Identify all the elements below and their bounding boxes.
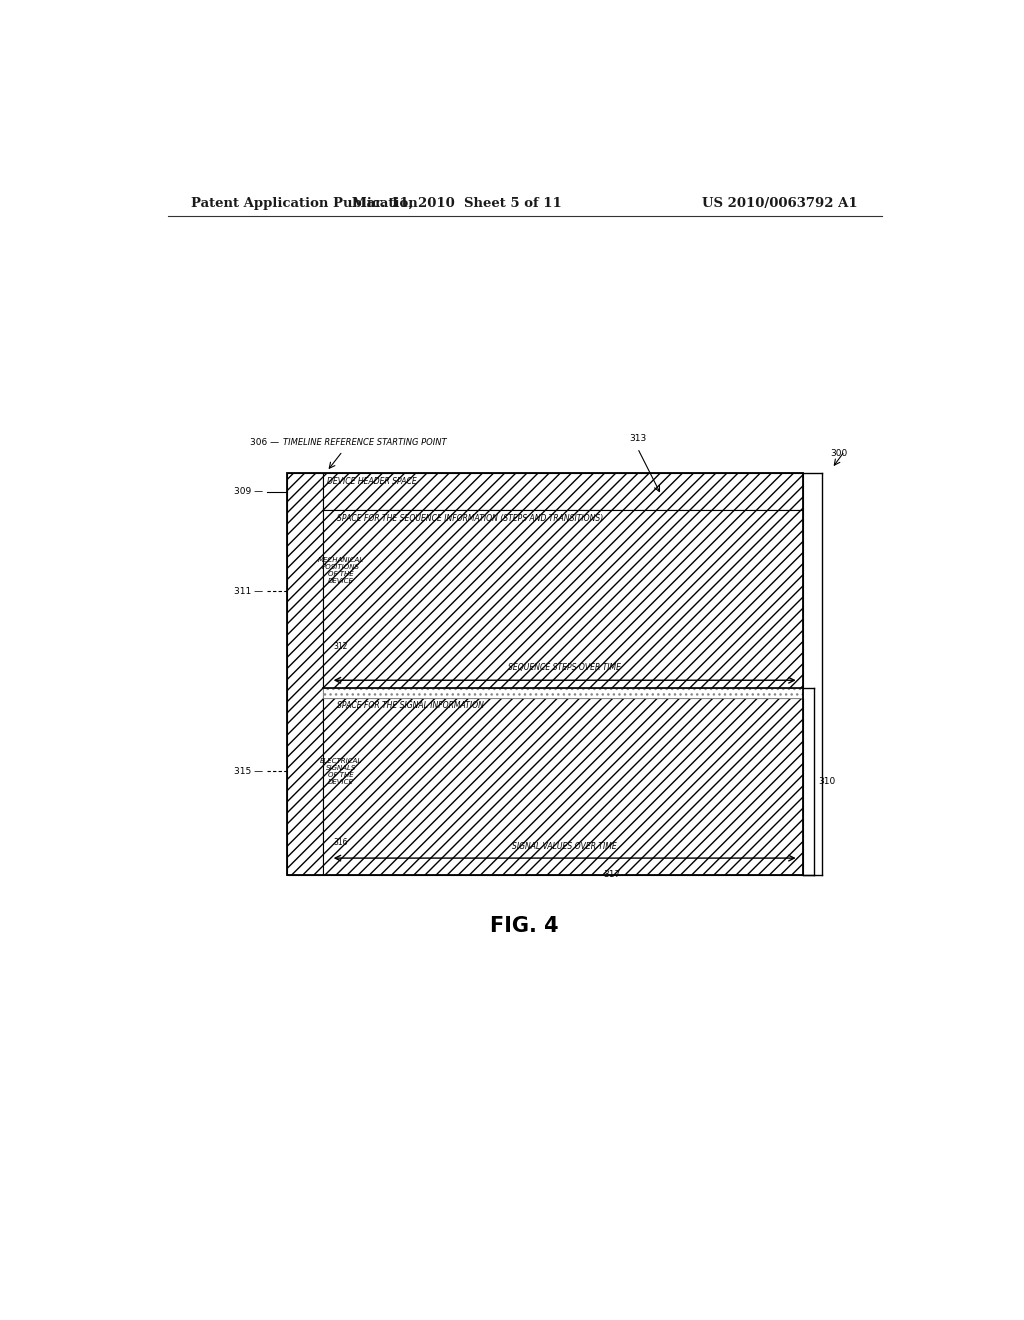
Text: SPACE FOR THE SEQUENCE INFORMATION (STEPS AND TRANSITIONS): SPACE FOR THE SEQUENCE INFORMATION (STEP… (337, 513, 603, 523)
Bar (287, 474, 323, 875)
Text: 310: 310 (818, 777, 836, 787)
Text: DEVICE HEADER SPACE: DEVICE HEADER SPACE (327, 477, 417, 486)
Text: 316: 316 (334, 837, 348, 846)
Bar (287, 474, 803, 875)
Text: Mar. 11, 2010  Sheet 5 of 11: Mar. 11, 2010 Sheet 5 of 11 (352, 197, 562, 210)
Text: 311 —: 311 — (233, 586, 263, 595)
Text: 309 —: 309 — (233, 487, 263, 496)
Bar (323, 688, 803, 698)
Text: 317: 317 (604, 870, 621, 879)
Text: ELECTRICAL
SIGNALS
OF THE
DEVICE: ELECTRICAL SIGNALS OF THE DEVICE (319, 758, 362, 785)
Text: FIG. 4: FIG. 4 (490, 916, 559, 936)
Text: TIMELINE REFERENCE STARTING POINT: TIMELINE REFERENCE STARTING POINT (283, 438, 446, 447)
Text: MECHANICAL
POSITIONS
OF THE
DEVICE: MECHANICAL POSITIONS OF THE DEVICE (317, 557, 364, 585)
Text: SPACE FOR THE SIGNAL INFORMATION: SPACE FOR THE SIGNAL INFORMATION (337, 701, 484, 710)
Bar (323, 510, 803, 688)
Text: 313: 313 (629, 434, 646, 444)
Bar (323, 698, 803, 875)
Text: SEQUENCE STEPS OVER TIME: SEQUENCE STEPS OVER TIME (508, 663, 622, 672)
Text: 315 —: 315 — (233, 767, 263, 776)
Text: 312: 312 (334, 642, 348, 651)
Text: US 2010/0063792 A1: US 2010/0063792 A1 (702, 197, 858, 210)
Text: Patent Application Publication: Patent Application Publication (191, 197, 418, 210)
Bar (323, 474, 803, 510)
Text: 306 —: 306 — (250, 438, 279, 447)
Text: 300: 300 (830, 449, 848, 458)
Text: SIGNAL VALUES OVER TIME: SIGNAL VALUES OVER TIME (512, 842, 617, 851)
